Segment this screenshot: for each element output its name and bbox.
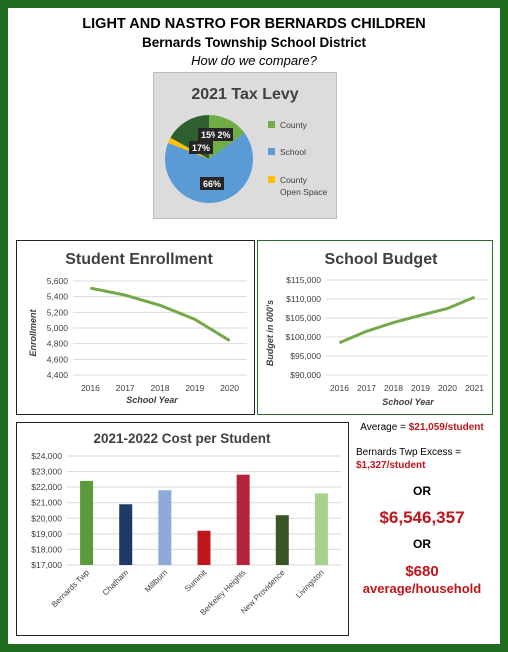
or-separator-1: OR — [413, 484, 431, 498]
enr-xtick-label: 2016 — [81, 383, 100, 393]
bud-xtick-label: 2021 — [465, 383, 484, 393]
cost-bar-millburn — [158, 490, 172, 565]
legend-swatch-county-open-space — [268, 176, 275, 183]
cost-ytick-label: $18,000 — [31, 544, 62, 554]
budget-svg: School Budget $90,000 $95,000 $100,000 $105… — [265, 251, 488, 407]
cost-ytick-label: $17,000 — [31, 560, 62, 570]
bud-xtick-label: 2019 — [411, 383, 430, 393]
legend-swatch-county — [268, 121, 275, 128]
excess-value: $1,327/student — [356, 460, 426, 471]
enr-ytick-label: 4,800 — [47, 339, 69, 349]
cost-ytick-label: $20,000 — [31, 513, 62, 523]
cost-title: 2021-2022 Cost per Student — [93, 431, 271, 446]
legend-swatch-school — [268, 148, 275, 155]
cost-bar-chatham — [119, 504, 133, 565]
enrollment-title: Student Enrollment — [65, 251, 213, 268]
total-excess: $6,546,357 — [379, 508, 465, 527]
average-line: Average = $21,059/student — [352, 422, 492, 433]
budget-line — [338, 295, 476, 345]
bud-xtick-label: 2020 — [438, 383, 457, 393]
pie-title: 2021 Tax Levy — [191, 86, 298, 103]
cost-ytick-label: $24,000 — [31, 451, 62, 461]
enrollment-line — [90, 286, 231, 342]
cost-ytick-label: $19,000 — [31, 529, 62, 539]
legend-entry-county-open-space: County Open Space — [280, 175, 328, 197]
budget-title: School Budget — [325, 251, 439, 268]
bud-ytick-label: $105,000 — [286, 313, 322, 323]
cost-xtick-label: Bernards Twp — [50, 568, 92, 610]
enr-ytick-label: 5,000 — [47, 323, 69, 333]
enr-xtick-label: 2018 — [151, 383, 170, 393]
cost-ytick-label: $21,000 — [31, 498, 62, 508]
tax-levy-svg: 2021 Tax Levy 15% 66% 2% 17% County School Co… — [165, 86, 328, 203]
cost-xtick-label: Millburn — [143, 568, 169, 594]
bud-ytick-label: $115,000 — [286, 275, 321, 285]
cost-xtick-label: Chatham — [101, 568, 131, 598]
enrollment-chart: Student Enrollment 4,400 4,600 4,800 5,000 5… — [16, 240, 255, 415]
headline: LIGHT AND NASTRO FOR BERNARDS CHILDREN — [82, 16, 426, 32]
enrollment-xlabel: School Year — [126, 395, 178, 405]
cost-svg: 2021-2022 Cost per Student $17,000 $18,00… — [31, 431, 341, 617]
enr-ytick-label: 4,600 — [47, 354, 69, 364]
cost-xtick-label: Livingston — [294, 568, 326, 600]
excess-label: Bernards Twp Excess = — [356, 447, 462, 458]
pie-data-label-school: 66% — [203, 179, 221, 189]
budget-chart: School Budget $90,000 $95,000 $100,000 $105… — [257, 240, 493, 415]
enr-xtick-label: 2017 — [116, 383, 135, 393]
cost-ytick-label: $23,000 — [31, 467, 62, 477]
enr-ytick-label: 4,400 — [47, 370, 69, 380]
cost-bar-berkeley-heights — [236, 474, 250, 565]
cost-per-student-chart: 2021-2022 Cost per Student $17,000 $18,00… — [16, 422, 349, 636]
enrollment-svg: Student Enrollment 4,400 4,600 4,800 5,000 5… — [28, 251, 247, 405]
cost-bar-bernards-twp — [80, 480, 94, 565]
bud-ytick-label: $90,000 — [290, 370, 321, 380]
bud-xtick-label: 2016 — [330, 383, 349, 393]
average-label: Average = — [360, 422, 409, 433]
legend-entry-county: County — [280, 120, 308, 130]
enr-ytick-label: 5,600 — [47, 276, 69, 286]
cost-ytick-label: $22,000 — [31, 482, 62, 492]
bud-xtick-label: 2017 — [357, 383, 376, 393]
household-label: average/household — [362, 581, 482, 596]
household-value: $680 — [405, 563, 439, 580]
pie-slice-school — [165, 133, 253, 203]
pie-data-label-county: 15% — [201, 130, 219, 140]
enr-ytick-label: 5,200 — [47, 307, 69, 317]
pie-data-label-remainder: 17% — [192, 143, 210, 153]
tagline: How do we compare? — [191, 53, 317, 68]
bud-ytick-label: $100,000 — [286, 332, 322, 342]
cost-xtick-label: Summit — [183, 568, 209, 594]
pie-label-bg-school — [200, 177, 224, 190]
subheadline: Bernards Township School District — [141, 35, 367, 50]
pie-label-bg-remainder — [189, 141, 213, 154]
enr-xtick-label: 2020 — [220, 383, 239, 393]
average-value: $21,059/student — [408, 422, 484, 433]
cost-bar-summit — [197, 530, 211, 565]
budget-ylabel: Budget in 000's — [265, 300, 275, 366]
enrollment-ylabel: Enrollment — [28, 309, 38, 357]
tax-levy-chart: 2021 Tax Levy 15% 66% 2% 17% County School Co… — [153, 72, 337, 219]
bud-ytick-label: $110,000 — [286, 294, 321, 304]
cost-bar-livingston — [314, 493, 328, 565]
cost-bar-new-providence — [275, 515, 289, 565]
bud-xtick-label: 2018 — [384, 383, 403, 393]
pie-label-bg-county-open-space — [215, 128, 233, 141]
budget-xlabel: School Year — [382, 397, 434, 407]
bud-ytick-label: $95,000 — [290, 351, 321, 361]
enr-xtick-label: 2019 — [185, 383, 204, 393]
legend-entry-school: School — [280, 147, 306, 157]
pie-data-label-county-open-space: 2% — [217, 130, 230, 140]
or-separator-2: OR — [413, 537, 431, 551]
enr-ytick-label: 5,400 — [47, 292, 69, 302]
